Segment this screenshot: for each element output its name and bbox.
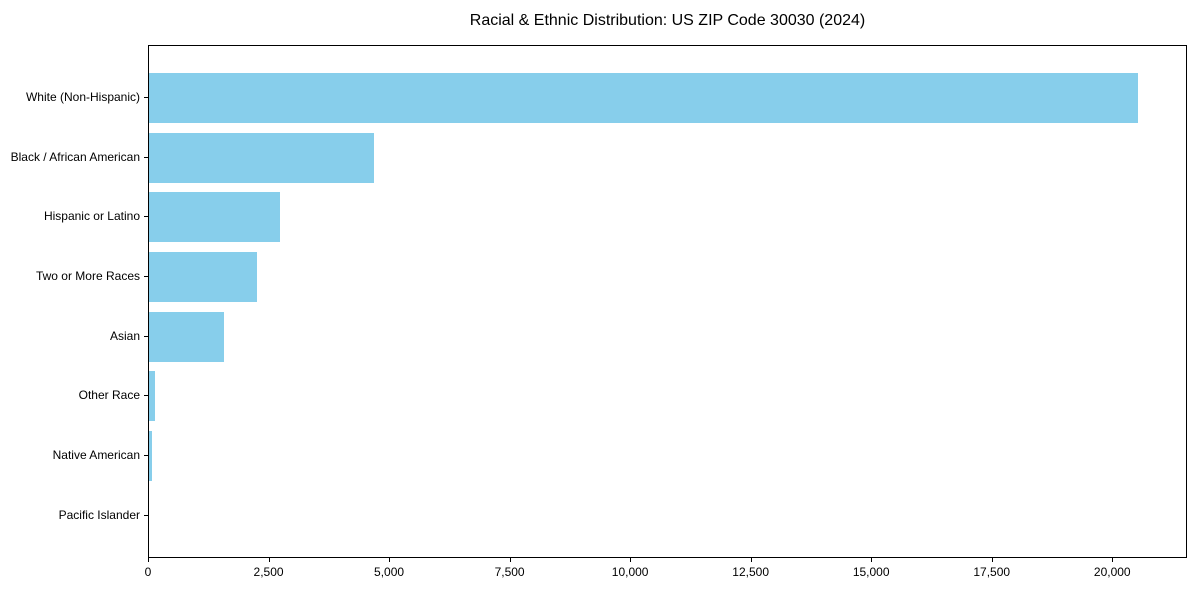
bar-two-or-more-races (149, 251, 257, 302)
bar-other-race (149, 371, 155, 422)
y-axis-label-hispanic-or-latino: Hispanic or Latino (43, 209, 140, 224)
y-axis-label-other-race: Other Race (78, 388, 140, 403)
x-axis-tick-label-12-500: 12,500 (732, 565, 769, 579)
y-tick-mark (144, 335, 148, 337)
x-tick-mark (630, 558, 632, 562)
y-axis-label-asian: Asian (109, 328, 140, 343)
y-axis-label-native-american: Native American (52, 447, 140, 462)
plot-area (148, 45, 1187, 558)
x-tick-mark (991, 558, 993, 562)
x-tick-mark (1112, 558, 1114, 562)
x-tick-mark (268, 558, 270, 562)
y-axis-label-black-african-american: Black / African American (10, 149, 140, 164)
bar-white-non-hispanic (149, 73, 1139, 123)
y-tick-mark (144, 97, 148, 98)
x-axis-tick-label-15-000: 15,000 (852, 565, 890, 579)
bar-native-american (149, 430, 153, 481)
y-axis-label-two-or-more-races: Two or More Races (35, 268, 140, 283)
y-tick-mark (144, 514, 148, 516)
x-axis-tick-label-0: 0 (144, 565, 152, 579)
x-axis-tick-label-5-000: 5,000 (374, 565, 405, 579)
bar-black-african-american (149, 132, 375, 183)
y-tick-mark (144, 454, 148, 456)
chart-title: Racial & Ethnic Distribution: US ZIP Cod… (469, 12, 866, 29)
x-axis-tick-label-20-000: 20,000 (1093, 565, 1131, 579)
x-tick-mark (389, 558, 391, 562)
y-tick-mark (144, 275, 148, 277)
x-axis-tick-label-17-500: 17,500 (973, 565, 1011, 579)
x-tick-mark (750, 558, 752, 562)
y-axis-label-white-non-hispanic: White (Non-Hispanic) (25, 90, 140, 104)
x-tick-mark (509, 558, 511, 562)
x-tick-mark (148, 558, 149, 562)
x-axis-tick-label-7-500: 7,500 (494, 565, 525, 579)
bar-hispanic-or-latino (149, 192, 281, 243)
x-tick-mark (871, 558, 873, 562)
x-axis-tick-label-10-000: 10,000 (611, 565, 649, 579)
y-axis-label-pacific-islander: Pacific Islander (58, 507, 140, 522)
bar-asian (149, 311, 224, 362)
y-tick-mark (144, 395, 148, 397)
x-axis-tick-label-2-500: 2,500 (253, 565, 284, 579)
y-tick-mark (144, 156, 148, 158)
y-tick-mark (144, 216, 148, 218)
